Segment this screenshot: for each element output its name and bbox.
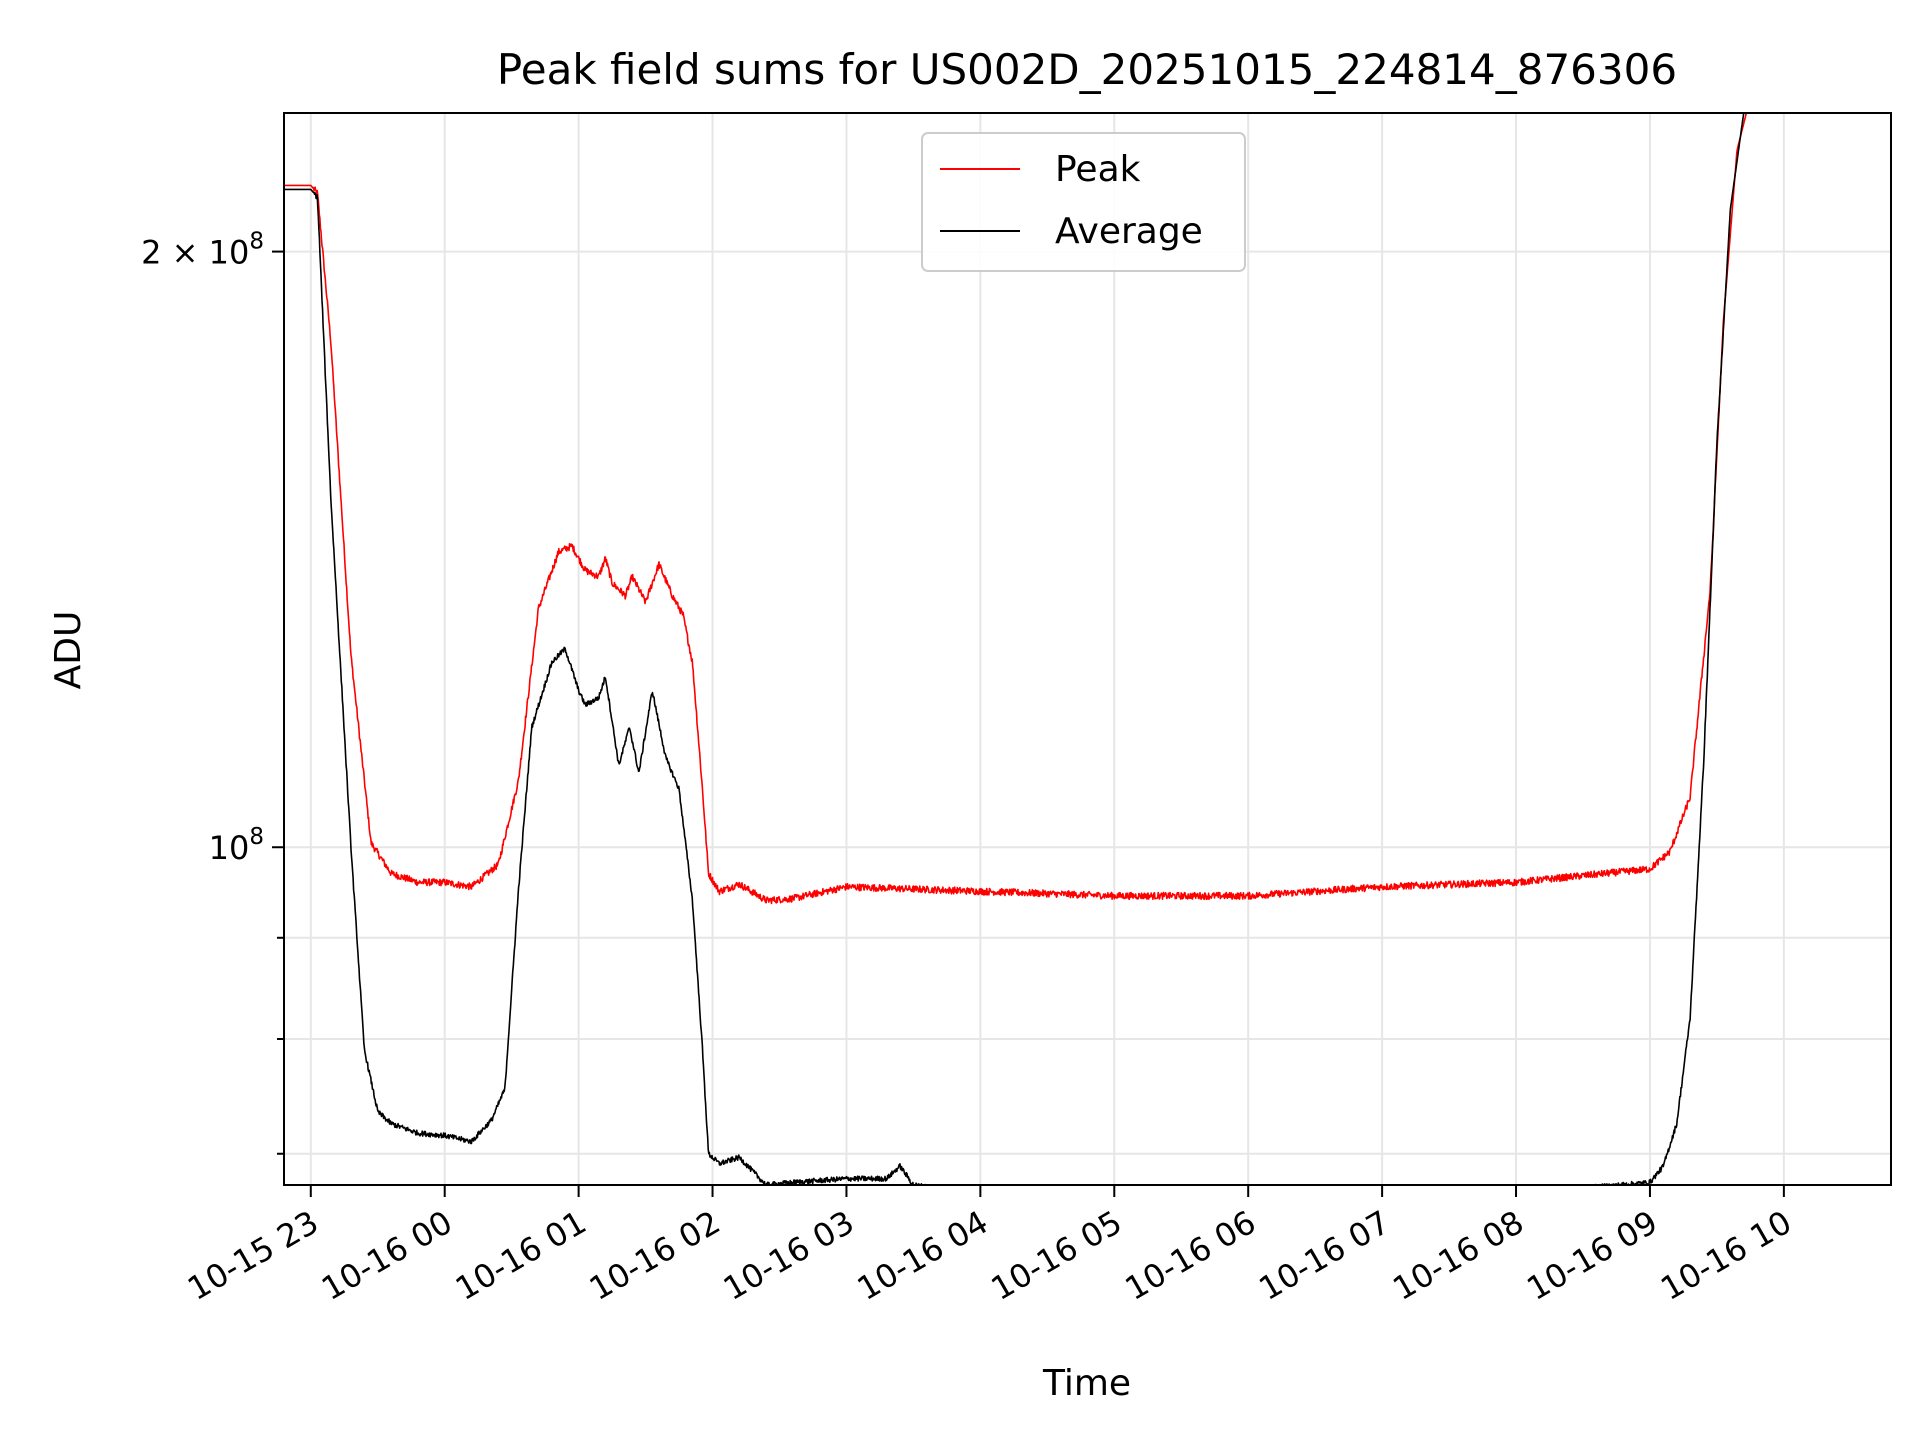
y-axis-label: ADU bbox=[48, 611, 89, 690]
legend-box bbox=[921, 132, 1246, 272]
x-tick-label: 10-16 05 bbox=[985, 1203, 1129, 1308]
legend: Peak Average bbox=[921, 132, 1246, 272]
chart-title: Peak field sums for US002D_20251015_2248… bbox=[497, 45, 1677, 94]
x-tick-label: 10-16 03 bbox=[717, 1203, 861, 1308]
x-tick-label: 10-16 04 bbox=[851, 1203, 995, 1308]
x-tick-label: 10-16 00 bbox=[315, 1203, 459, 1308]
plot-frame bbox=[283, 112, 1892, 1186]
x-tick-label: 10-16 09 bbox=[1520, 1203, 1664, 1308]
y-tick-label: 108 bbox=[209, 824, 264, 867]
y-tick-label: 2 × 108 bbox=[141, 229, 264, 272]
x-tick-label: 10-16 02 bbox=[583, 1203, 727, 1308]
legend-label-peak: Peak bbox=[1055, 149, 1141, 190]
x-axis-label: Time bbox=[1042, 1363, 1131, 1404]
x-tick-label: 10-16 07 bbox=[1253, 1203, 1397, 1308]
series-line-peak bbox=[284, 113, 1891, 905]
grid bbox=[284, 113, 1891, 1185]
y-tick-label-exponent: 8 bbox=[249, 229, 264, 255]
y-tick-label-base: 10 bbox=[209, 829, 250, 867]
x-tick-label: 10-16 01 bbox=[449, 1203, 593, 1308]
series-layer bbox=[284, 113, 1891, 1185]
legend-label-average: Average bbox=[1055, 211, 1203, 252]
x-tick-label: 10-15 23 bbox=[181, 1203, 325, 1308]
y-tick-label-exponent: 8 bbox=[249, 824, 264, 850]
series-line-average bbox=[284, 113, 1891, 1185]
y-tick-label-base: 2 × 10 bbox=[141, 234, 249, 272]
x-tick-label: 10-16 06 bbox=[1119, 1203, 1263, 1308]
x-tick-label: 10-16 10 bbox=[1654, 1203, 1798, 1308]
x-tick-label: 10-16 08 bbox=[1386, 1203, 1530, 1308]
